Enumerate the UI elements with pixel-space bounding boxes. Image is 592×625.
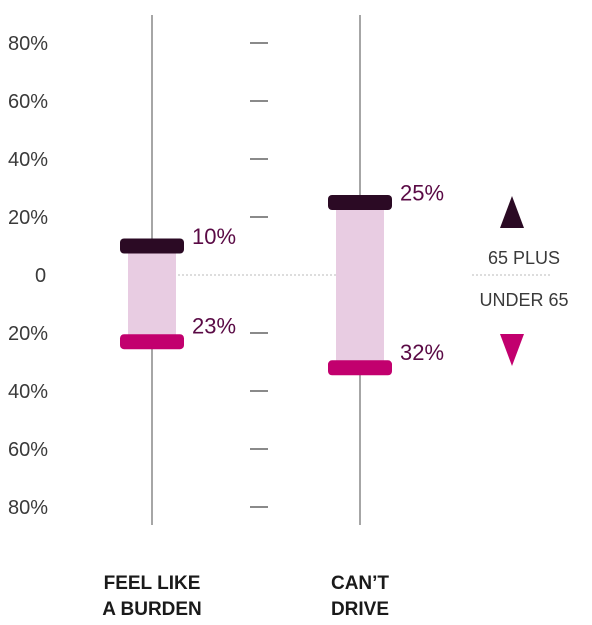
value-label-under-65: 32% [400, 340, 444, 365]
marker-under-65 [120, 334, 184, 350]
value-label-under-65: 23% [192, 314, 236, 339]
y-tick-label: 20% [8, 207, 48, 229]
y-tick-label: 60% [8, 91, 48, 113]
value-label-65-plus: 25% [400, 181, 444, 206]
category-label: CAN’T [331, 573, 389, 594]
y-axis: 80% 60% 40% 20% 0 20% 40% 60% 80% [8, 33, 48, 519]
legend-65-plus: 65 PLUS [488, 248, 560, 268]
legend-up-triangle-icon [500, 196, 524, 228]
legend: 65 PLUS UNDER 65 [472, 196, 569, 366]
category-column: 10% 23% FEEL LIKE A BURDEN [102, 15, 236, 620]
y-tick-label: 80% [8, 33, 48, 55]
category-label: DRIVE [331, 599, 389, 620]
middle-tick-marks [250, 42, 268, 508]
marker-65-plus [120, 238, 184, 254]
category-label: A BURDEN [102, 599, 202, 620]
category-column: 25% 32% CAN’T DRIVE [328, 15, 444, 620]
y-tick-label: 60% [8, 439, 48, 461]
y-tick-label: 20% [8, 323, 48, 345]
category-label: FEEL LIKE [104, 573, 201, 594]
y-tick-label: 0 [35, 265, 46, 287]
range-fill [336, 202, 384, 368]
value-label-65-plus: 10% [192, 224, 236, 249]
y-tick-label: 80% [8, 497, 48, 519]
y-tick-label: 40% [8, 149, 48, 171]
marker-under-65 [328, 360, 392, 376]
y-tick-label: 40% [8, 381, 48, 403]
legend-under-65: UNDER 65 [479, 290, 568, 310]
category-columns: 10% 23% FEEL LIKE A BURDEN 25% 32% CAN’T DRIVE [102, 15, 444, 620]
marker-65-plus [328, 195, 392, 210]
legend-down-triangle-icon [500, 334, 524, 366]
range-fill [128, 246, 176, 342]
